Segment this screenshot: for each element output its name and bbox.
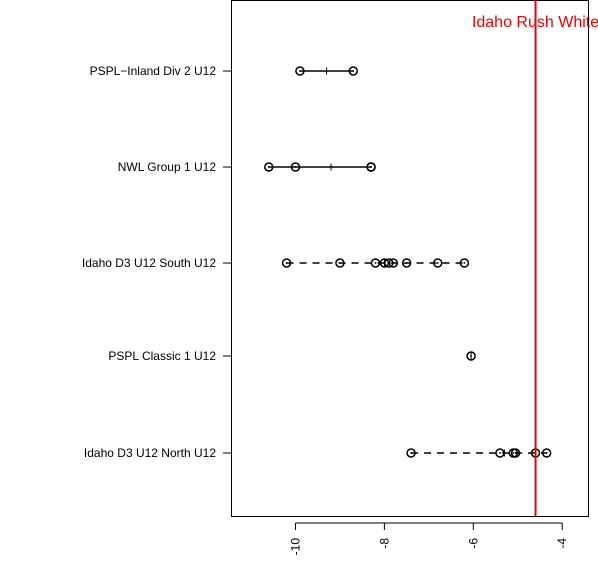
plot-frame [231,0,589,517]
data-point-center [545,452,548,454]
x-axis: -10 -8 -6 -4 [288,522,569,556]
data-point-center [352,70,355,72]
reference-line-group: Idaho Rush White [472,0,598,516]
data-point [295,66,305,76]
data-point [370,258,381,268]
data-point-center [405,262,408,264]
data-point [281,258,292,268]
data-point-center [392,262,395,264]
data-point-center [374,262,377,264]
data-point [335,258,345,268]
data-point-center [294,166,297,168]
data-point [432,258,443,268]
data-point [366,162,376,172]
chart-rows: PSPL−Inland Div 2 U12 NWL Group 1 U12 Idah… [82,64,552,460]
data-point [388,258,399,268]
data-point [466,351,476,361]
y-tick-label: Idaho D3 U12 North U12 [84,446,216,460]
data-point-center [499,452,501,454]
y-tick-label: PSPL−Inland Div 2 U12 [90,64,217,78]
data-point [290,162,301,172]
data-point [459,258,470,268]
data-point [510,448,521,458]
data-point-center [285,262,288,264]
data-point-center [463,262,466,264]
y-tick-label: Idaho D3 U12 South U12 [82,256,216,270]
x-tick-label: -10 [288,538,302,556]
x-tick-label: -6 [466,538,480,549]
data-point-center [267,166,270,168]
data-point-center [410,452,412,454]
data-point [541,448,552,458]
data-point-center [514,452,517,454]
data-point-center [370,166,372,168]
data-point [495,448,505,458]
reference-line-label: Idaho Rush White [472,14,598,31]
x-tick-label: -8 [377,538,391,549]
data-point [264,162,274,172]
x-tick-label: -4 [555,538,569,549]
y-tick-label: NWL Group 1 U12 [118,160,217,174]
data-point-center [470,355,472,357]
data-point [406,448,416,458]
data-point-center [436,262,439,264]
data-point-center [299,70,301,72]
data-point [401,258,412,268]
y-tick-label: PSPL Classic 1 U12 [108,349,216,363]
data-point-center [512,452,515,454]
data-point [348,66,359,76]
data-point-center [339,262,341,264]
